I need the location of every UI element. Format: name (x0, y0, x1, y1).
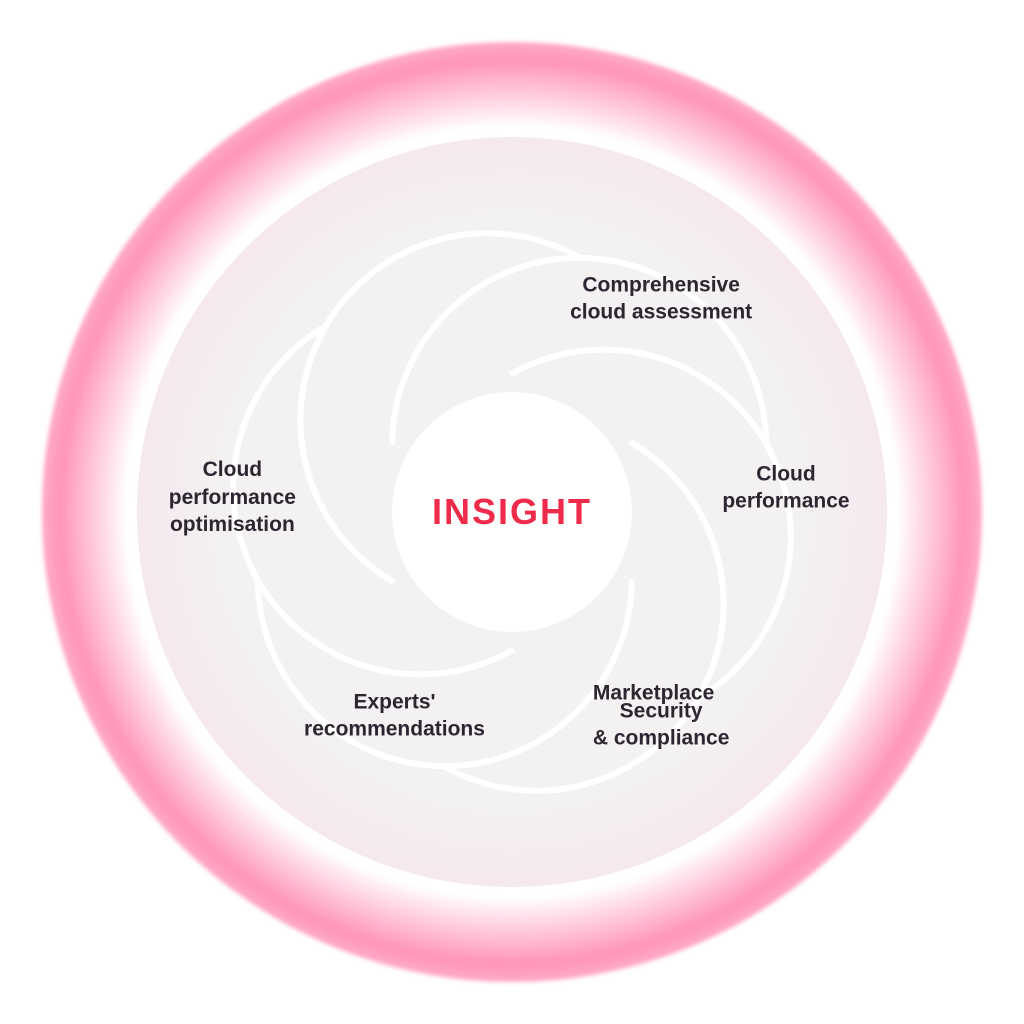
segment-cloud-performance-optimisation: Cloud performance optimisation (169, 456, 296, 538)
segment-cloud-performance: Cloud performance (722, 461, 849, 516)
center-label: INSIGHT (432, 491, 592, 533)
insight-radial-diagram: INSIGHT Comprehensive cloud assessmentSe… (132, 132, 892, 892)
center-hub: INSIGHT (392, 392, 632, 632)
segment-experts-recommendations: Experts' recommendations (304, 688, 485, 743)
segment-comprehensive-cloud-assessment: Comprehensive cloud assessment (570, 272, 752, 327)
segment-marketplace: Marketplace (593, 680, 714, 707)
